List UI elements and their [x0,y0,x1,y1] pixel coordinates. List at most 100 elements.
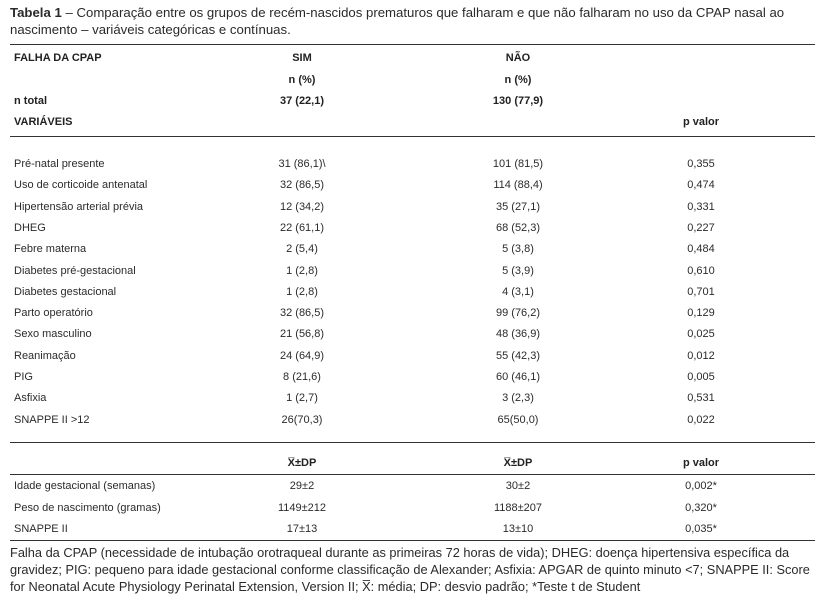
pvalor-label: p valor [682,116,720,128]
row-nao-value: 114 (88,4) [493,179,543,192]
table-row: Diabetes pré-gestacional 1 (2,8) 5 (3,9) 0,… [10,261,815,281]
row-label: PIG [14,371,33,383]
row-nao-value: 3 (2,3) [502,392,534,405]
row-label: Diabetes gestacional [14,285,117,298]
row-sim-value: 24 (64,9) [279,349,325,362]
table-row: PIG 8 (21,6) 60 (46,1) 0,005 [10,367,815,387]
row-nao-value: 5 (3,9) [502,264,534,277]
table-row: Idade gestacional (semanas) 29±2 30±2 0,002… [10,476,815,496]
ntotal-sim: 37 (22,1) [279,95,325,107]
row-p-value: 0,227 [687,221,715,234]
table-row: SNAPPE II >12 26(70,3) 65(50,0) 0,022 [10,410,815,430]
row-label: SNAPPE II [14,523,68,535]
row-label: Hipertensão arterial prévia [14,200,144,213]
table-row: Sexo masculino 21 (56,8) 48 (36,9) 0,025 [10,324,815,344]
continuous-header-sim: X̅±DP [287,457,317,469]
header-nao: NÃO [505,52,531,64]
row-p-value: 0,610 [687,264,715,277]
row-p-value: 0,474 [687,179,715,192]
row-sim-value: 31 (86,1)\ [278,158,326,170]
row-sim-value: 1 (2,7) [286,392,318,405]
ntotal-nao: 130 (77,9) [492,95,544,107]
row-p-value: 0,320* [685,501,717,514]
row-p-value: 0,022 [687,413,715,426]
row-sim-value: 17±13 [286,523,318,535]
row-p-value: 0,129 [687,307,715,320]
row-label: Parto operatório [14,307,93,320]
row-p-value: 0,531 [687,392,715,405]
row-sim-value: 32 (86,5) [279,179,325,192]
row-sim-value: 12 (34,2) [279,200,325,213]
continuous-header-rule [10,474,815,475]
variaveis-row: VARIÁVEIS p valor [10,112,815,132]
row-sim-value: 1 (2,8) [286,285,318,298]
table-row: DHEG 22 (61,1) 68 (52,3) 0,227 [10,218,815,238]
row-label: Peso de nascimento (gramas) [14,501,161,514]
row-nao-value: 101 (81,5) [492,158,544,170]
row-p-value: 0,331 [687,200,715,213]
row-sim-value: 2 (5,4) [286,243,318,256]
row-nao-value: 60 (46,1) [495,371,541,383]
continuous-header-row: X̅±DP X̅±DP p valor [10,453,815,473]
header-sim: SIM [292,52,312,64]
row-nao-value: 68 (52,3) [495,221,541,234]
row-label: Uso de corticoide antenatal [14,179,148,192]
variaveis-label: VARIÁVEIS [14,116,73,128]
row-label: Idade gestacional (semanas) [14,480,156,492]
row-nao-value: 99 (76,2) [495,307,541,320]
ntotal-row: n total 37 (22,1) 130 (77,9) [10,91,815,111]
row-label: Sexo masculino [14,328,92,341]
row-nao-value: 1188±207 [493,501,543,514]
row-sim-value: 29±2 [289,480,315,492]
table-caption: Tabela 1 – Comparação entre os grupos de… [10,4,816,38]
row-label: Febre materna [14,243,87,256]
section-rule [10,442,815,443]
row-label: DHEG [14,221,46,234]
ntotal-label: n total [14,95,47,107]
header-rule [10,136,815,137]
row-nao-value: 30±2 [505,480,531,492]
row-sim-value: 26(70,3) [281,413,323,426]
row-sim-value: 21 (56,8) [279,328,325,341]
table-row: Parto operatório 32 (86,5) 99 (76,2) 0,129 [10,303,815,323]
header-subrow: n (%) n (%) [10,70,815,90]
row-p-value: 0,035* [685,523,717,535]
table-row: Uso de corticoide antenatal 32 (86,5) 114 … [10,175,815,195]
row-sim-value: 22 (61,1) [279,221,325,234]
row-sim-value: 8 (21,6) [283,371,321,383]
bottom-rule [10,540,815,541]
table-footnote: Falha da CPAP (necessidade de intubação … [10,545,810,594]
row-nao-value: 4 (3,1) [502,285,534,298]
continuous-header-nao: X̅±DP [503,457,533,469]
row-sim-value: 1 (2,8) [286,264,318,277]
table-row: Pré-natal presente 31 (86,1)\ 101 (81,5) 0,… [10,154,815,174]
caption-text: – Comparação entre os grupos de recém-na… [10,5,785,37]
table-row: Peso de nascimento (gramas) 1149±212 1188±… [10,498,815,518]
table-row: Reanimação 24 (64,9) 55 (42,3) 0,012 [10,346,815,366]
row-nao-value: 5 (3,8) [502,243,534,256]
header-falha-cpap: FALHA DA CPAP [14,52,102,64]
row-label: SNAPPE II >12 [14,413,90,426]
row-nao-value: 35 (27,1) [495,200,541,213]
top-rule [10,44,815,45]
table-row: Hipertensão arterial prévia 12 (34,2) 35 (… [10,197,815,217]
continuous-header-pvalor: p valor [682,457,720,469]
row-nao-value: 65(50,0) [497,413,539,426]
row-label: Pré-natal presente [14,158,105,170]
row-p-value: 0,355 [687,158,715,170]
table-row: Diabetes gestacional 1 (2,8) 4 (3,1) 0,701 [10,282,815,302]
row-label: Diabetes pré-gestacional [14,264,136,277]
header-row: FALHA DA CPAP SIM NÃO [10,48,815,68]
row-nao-value: 13±10 [502,523,534,535]
row-nao-value: 48 (36,9) [495,328,541,341]
row-label: Asfixia [14,392,47,405]
row-p-value: 0,012 [687,349,715,362]
row-sim-value: 32 (86,5) [279,307,325,320]
row-sim-value: 1149±212 [277,501,327,514]
row-p-value: 0,025 [687,328,715,341]
row-nao-value: 55 (42,3) [495,349,541,362]
row-p-value: 0,005 [687,371,715,383]
row-p-value: 0,484 [687,243,715,256]
row-p-value: 0,002* [685,480,717,492]
